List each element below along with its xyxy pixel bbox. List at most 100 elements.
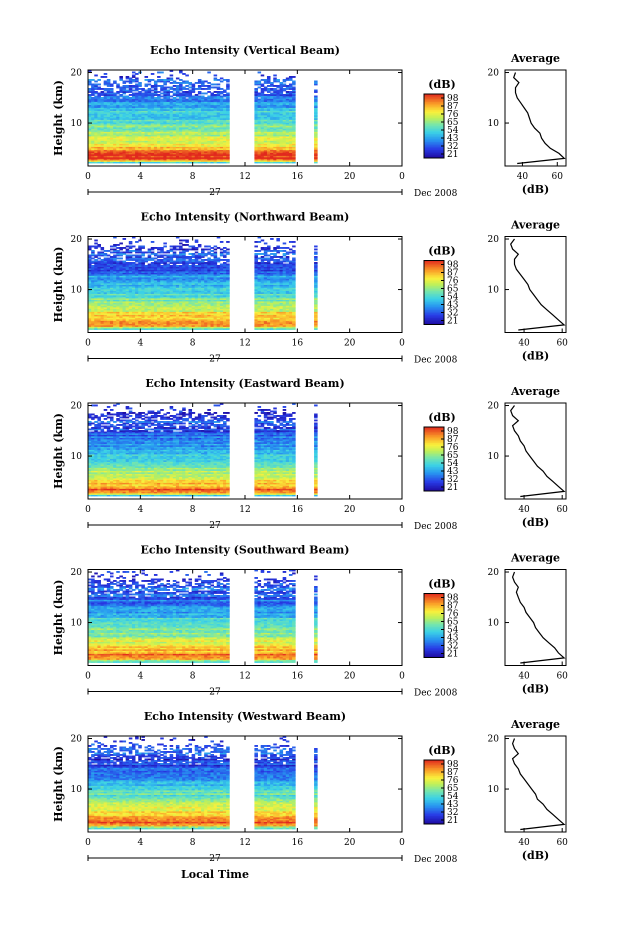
heatmap-cell <box>207 91 211 93</box>
heatmap-cell <box>163 252 167 254</box>
heatmap-cell <box>167 78 171 80</box>
heatmap-cell <box>123 238 127 240</box>
heatmap-cell <box>129 94 133 96</box>
heatmap-cell <box>261 88 265 90</box>
heatmap-cell <box>132 246 136 248</box>
heatmap-cell <box>104 258 108 260</box>
heatmap-cell <box>264 79 268 81</box>
heatmap-cell <box>179 252 183 254</box>
heatmap-cell <box>116 96 120 98</box>
heatmap-cell <box>258 81 262 83</box>
heatmap-cell <box>123 261 127 263</box>
heatmap-cell <box>126 76 130 78</box>
heatmap-cell <box>207 85 211 87</box>
heatmap-cell <box>126 90 130 92</box>
heatmap-cell <box>135 73 139 75</box>
heatmap-cell <box>195 88 199 90</box>
heatmap-cell <box>97 79 101 81</box>
heatmap-cell <box>185 85 189 87</box>
heatmap-cell <box>273 88 277 90</box>
heatmap-cell <box>129 246 133 248</box>
heatmap-cell <box>154 258 158 260</box>
heatmap-cell <box>170 265 174 267</box>
heatmap-cell <box>280 82 284 84</box>
heatmap-cell <box>94 243 98 245</box>
heatmap-cell <box>97 87 101 89</box>
heatmap-cell <box>157 94 161 96</box>
heatmap-cell <box>157 255 161 257</box>
heatmap-cell <box>176 255 180 257</box>
heatmap-cell <box>126 246 130 248</box>
heatmap-cell <box>116 244 120 246</box>
heatmap-cell <box>170 82 174 84</box>
heatmap-cell <box>267 88 271 90</box>
heatmap-cell <box>141 93 145 95</box>
heatmap-cell <box>185 75 189 77</box>
heatmap-cell <box>132 85 136 87</box>
heatmap-cell <box>176 82 180 84</box>
heatmap-cell <box>94 259 98 261</box>
heatmap-cell <box>110 256 114 258</box>
heatmap-cell <box>276 79 280 81</box>
heatmap-cell <box>107 255 111 257</box>
date-day-label: 27 <box>209 188 221 198</box>
heatmap-cell <box>261 75 265 77</box>
heatmap-cell <box>192 253 196 255</box>
heatmap-cell <box>292 81 296 83</box>
heatmap-cell <box>314 90 318 92</box>
heatmap-cell <box>141 252 145 254</box>
heatmap-cell <box>116 250 120 252</box>
heatmap-cell <box>91 84 95 86</box>
heatmap-cell <box>223 90 227 92</box>
heatmap-cell <box>185 240 189 242</box>
heatmap-cells <box>88 237 318 330</box>
heatmap-cell <box>157 85 161 87</box>
heatmap-cell <box>160 85 164 87</box>
heatmap-cell <box>214 78 218 80</box>
heatmap-cell <box>217 84 221 86</box>
heatmap-cell <box>185 88 189 90</box>
heatmap-cell <box>141 88 145 90</box>
heatmap-cell <box>283 88 287 90</box>
heatmap-cell <box>97 244 101 246</box>
heatmap-cell <box>188 253 192 255</box>
heatmap-cell <box>116 261 120 263</box>
colorbar-unit: (dB) <box>428 78 455 91</box>
heatmap-cell <box>94 240 98 242</box>
heatmap-cell <box>254 81 258 83</box>
heatmap-cell <box>163 87 167 89</box>
heatmap-cell <box>97 258 101 260</box>
heatmap-cell <box>88 88 92 90</box>
heatmap-cell <box>207 72 211 74</box>
heatmap-cell <box>107 88 111 90</box>
heatmap-cell <box>148 79 152 81</box>
heatmap-cell <box>119 252 123 254</box>
heatmap-cell <box>182 240 186 242</box>
heatmap-cell <box>173 246 177 248</box>
heatmap-cell <box>273 75 277 77</box>
heatmap-cell <box>119 261 123 263</box>
heatmap-cell <box>104 73 108 75</box>
heatmap-cell <box>119 243 123 245</box>
heatmap-cell <box>160 93 164 95</box>
heatmap-cell <box>126 249 130 251</box>
heatmap-cell <box>182 81 186 83</box>
heatmap-cell <box>132 72 136 74</box>
heatmap-cell <box>123 96 127 98</box>
heatmap-cell <box>138 88 142 90</box>
heatmap-cell <box>188 249 192 251</box>
heatmap-cell <box>154 261 158 263</box>
heatmap-cell <box>226 84 230 86</box>
heatmap-cell <box>132 250 136 252</box>
x-tick-label: 20 <box>344 172 356 182</box>
heatmap-cell <box>160 255 164 257</box>
heatmap-cell <box>126 262 130 264</box>
heatmap-cell <box>261 84 265 86</box>
heatmap-cell <box>214 75 218 77</box>
heatmap-cell <box>91 79 95 81</box>
heatmap-cell <box>195 94 199 96</box>
heatmap-cell <box>258 99 262 101</box>
heatmap-cell <box>173 93 177 95</box>
